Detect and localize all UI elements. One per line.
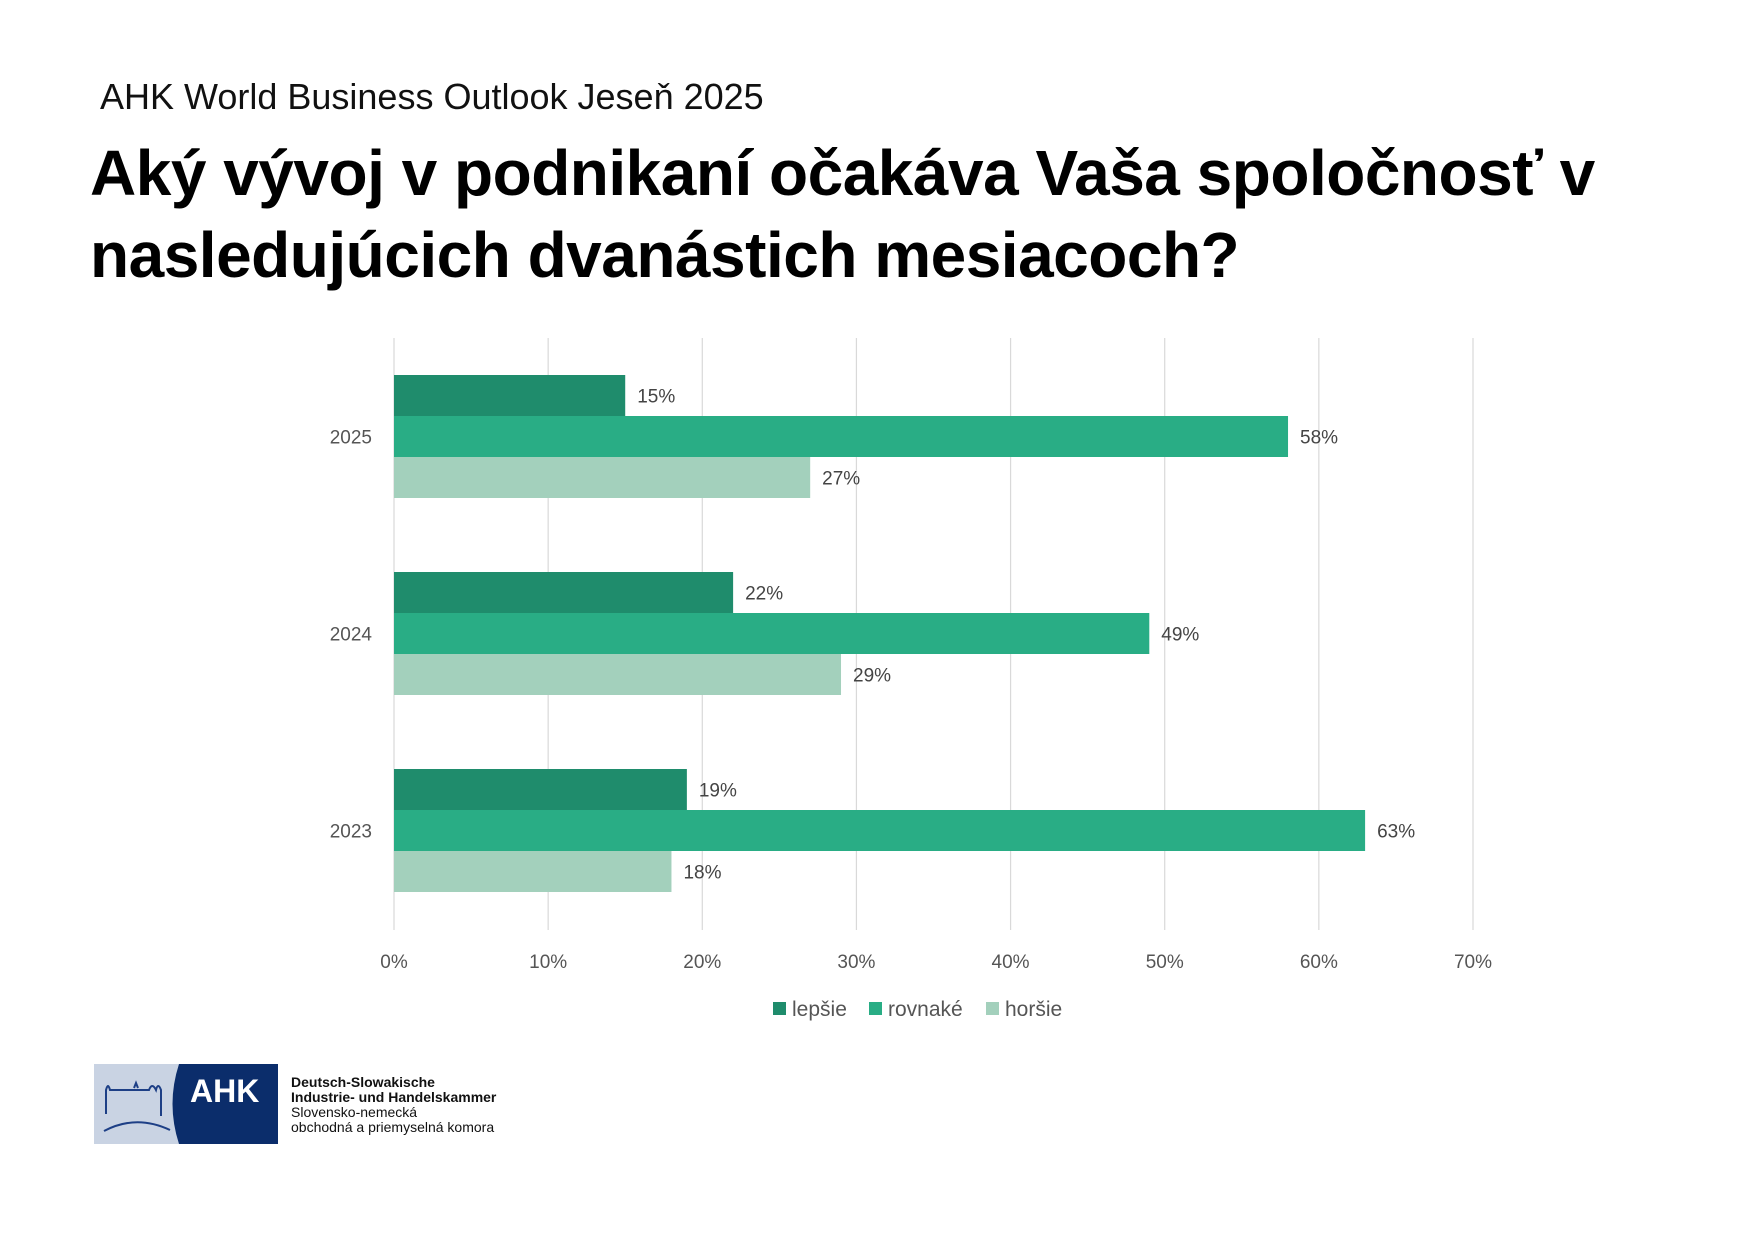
- data-label: 49%: [1161, 625, 1199, 646]
- bar-chart: 0% 10% 20% 30% 40% 50% 60% 70% 2025 15% 58% 27% 2024…: [330, 338, 1492, 1021]
- bar-horšie-2023: [394, 851, 672, 892]
- bar-lepšie-2024: [394, 572, 734, 613]
- data-label: 58%: [1300, 428, 1338, 449]
- x-tick-label: 10%: [529, 952, 567, 973]
- ahk-logo: AHK: [94, 1064, 278, 1144]
- legend-swatch: [773, 1002, 786, 1015]
- x-tick-label: 50%: [1146, 952, 1184, 973]
- x-tick-label: 40%: [992, 952, 1030, 973]
- x-tick-label: 70%: [1454, 952, 1492, 973]
- chart-subtitle: AHK World Business Outlook Jeseň 2025: [100, 76, 764, 117]
- logo-line: Slovensko-nemecká: [291, 1104, 418, 1120]
- legend-swatch: [986, 1002, 999, 1015]
- bar-rovnaké-2024: [394, 613, 1150, 654]
- logo-line: obchodná a priemyselná komora: [291, 1119, 495, 1135]
- logo-line: Industrie- und Handelskammer: [291, 1089, 497, 1105]
- y-category-label: 2024: [330, 625, 373, 646]
- data-label: 29%: [853, 666, 891, 687]
- data-label: 63%: [1377, 822, 1415, 843]
- x-tick-label: 0%: [380, 952, 408, 973]
- bar-rovnaké-2025: [394, 416, 1289, 457]
- logo-text: Deutsch-Slowakische Industrie- und Hande…: [291, 1075, 496, 1135]
- bar-lepšie-2025: [394, 375, 626, 416]
- x-tick-label: 20%: [683, 952, 721, 973]
- legend-label: lepšie: [792, 998, 847, 1021]
- y-category-label: 2025: [330, 428, 372, 449]
- data-label: 27%: [822, 469, 860, 490]
- chart-title: Aký vývoj v podnikaní očakáva Vaša spolo…: [90, 137, 1595, 291]
- data-label: 22%: [745, 584, 783, 605]
- x-tick-label: 30%: [837, 952, 875, 973]
- x-tick-label: 60%: [1300, 952, 1338, 973]
- data-label: 18%: [683, 863, 721, 884]
- y-category-label: 2023: [330, 822, 372, 843]
- bar-horšie-2025: [394, 457, 811, 498]
- bar-lepšie-2023: [394, 769, 687, 810]
- logo-line: Deutsch-Slowakische: [291, 1074, 435, 1090]
- ahk-logo-mark: AHK: [94, 1064, 278, 1144]
- legend-swatch: [869, 1002, 882, 1015]
- legend-label: horšie: [1005, 998, 1062, 1021]
- bar-rovnaké-2023: [394, 810, 1366, 851]
- logo-ahk-text: AHK: [190, 1073, 259, 1109]
- legend-label: rovnaké: [888, 998, 963, 1021]
- bar-horšie-2024: [394, 654, 842, 695]
- data-label: 15%: [637, 387, 675, 408]
- data-label: 19%: [699, 781, 737, 802]
